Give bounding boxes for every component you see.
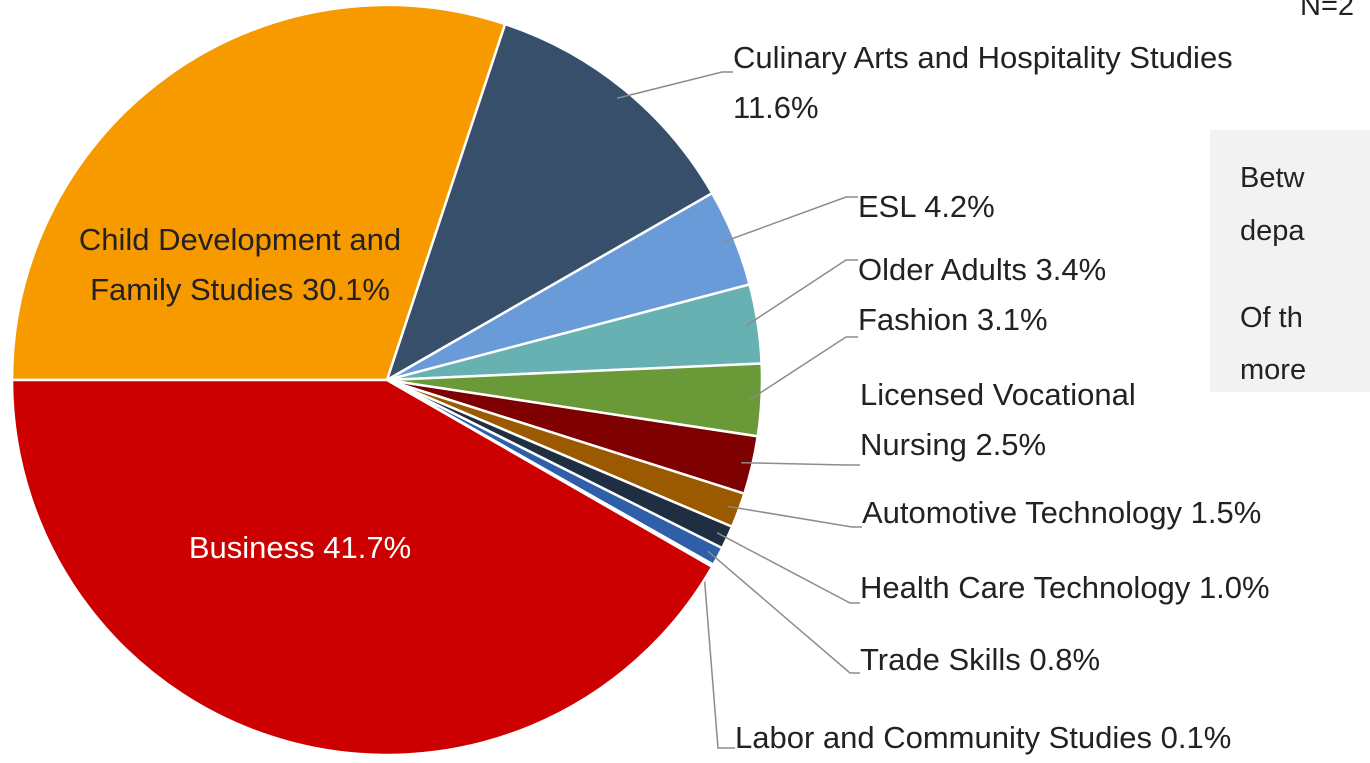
annotation: more (1240, 354, 1307, 386)
slice-label: Older Adults 3.4% (858, 245, 1258, 295)
value-label: 1.0% (1198, 570, 1270, 605)
category-name: Licensed Vocational Nursing (860, 377, 1136, 462)
category-name: Child Development and Family Studies (78, 222, 402, 307)
slice-label: ESL 4.2% (858, 182, 1258, 232)
annotation: Of th (1240, 302, 1303, 334)
category-name: Automotive Technology (862, 495, 1182, 530)
value-label: 11.6% (733, 90, 819, 125)
category-name: Fashion (858, 302, 969, 337)
annotation: depa (1240, 215, 1305, 247)
leader-line (727, 505, 862, 528)
slice-label: Automotive Technology 1.5% (862, 488, 1370, 538)
leader-line (702, 560, 735, 749)
leader-line (616, 71, 733, 100)
slice-label: Licensed Vocational Nursing 2.5% (860, 370, 1200, 470)
slice-label: Fashion 3.1% (858, 295, 1258, 345)
value-label: 0.1% (1160, 720, 1232, 755)
category-name: Business (188, 530, 315, 565)
category-name: Older Adults (858, 252, 1027, 287)
category-name: Labor and Community Studies (735, 720, 1153, 755)
value-label: 4.2% (924, 189, 995, 224)
pie-slice (10, 3, 507, 382)
slice-label: Health Care Technology 1.0% (860, 563, 1370, 613)
pie-slice (10, 378, 714, 757)
value-label: 41.7% (323, 530, 412, 565)
value-label: 2.5% (975, 427, 1047, 462)
leader-line (746, 259, 858, 326)
slice-label: Labor and Community Studies 0.1% (735, 713, 1370, 763)
leader-line (741, 461, 860, 466)
category-name: Health Care Technology (860, 570, 1191, 605)
category-name: Trade Skills (860, 642, 1021, 677)
annotation: N=2 (1300, 0, 1355, 22)
category-name: ESL (858, 189, 916, 224)
category-name: Culinary Arts and Hospitality Studies (733, 40, 1233, 75)
value-label: 3.4% (1035, 252, 1107, 287)
slice-label: Child Development and Family Studies 30.… (60, 215, 420, 315)
leader-line (716, 532, 860, 604)
leader-line (707, 550, 860, 674)
leader-line (749, 336, 858, 401)
value-label: 30.1% (302, 272, 390, 307)
value-label: 1.5% (1190, 495, 1262, 530)
annotation: Betw (1240, 162, 1305, 194)
slice-label: Culinary Arts and Hospitality Studies 11… (733, 33, 1233, 133)
leader-line (723, 196, 858, 243)
note-box (1210, 130, 1370, 392)
value-label: 3.1% (976, 302, 1048, 337)
value-label: 0.8% (1029, 642, 1101, 677)
pie-slice (384, 22, 714, 383)
slice-label: Trade Skills 0.8% (860, 635, 1370, 685)
slice-label: Business 41.7% (100, 523, 500, 573)
